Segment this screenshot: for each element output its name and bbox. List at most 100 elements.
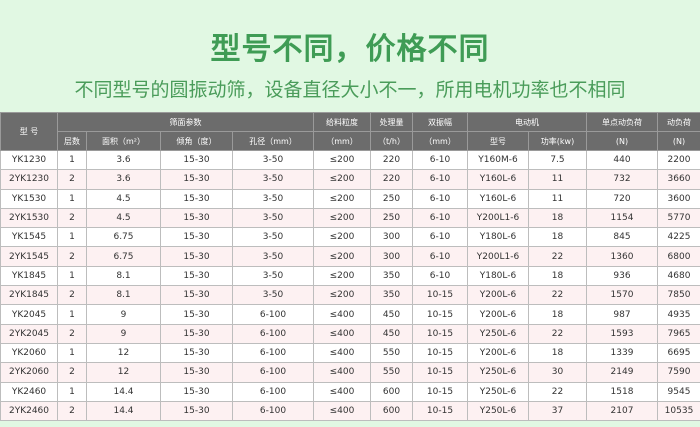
table-cell: 2YK1530 [0,207,58,229]
table-cell: 2 [57,169,87,190]
table-cell: 1593 [586,323,658,344]
table-cell: 10-15 [412,304,468,325]
table-cell: 11 [528,188,587,209]
table-cell: ≤200 [313,149,371,171]
table-cell: 6-10 [412,227,468,248]
table-cell: 18 [528,342,587,364]
header-feed: 给料粒度 [313,112,371,132]
table-cell: 6-10 [412,265,468,287]
header-point-load-unit: (N) [586,131,658,151]
table-cell: 22 [528,285,587,306]
table-cell: 7965 [657,323,700,344]
table-cell: 2 [57,285,87,306]
table-cell: 1 [57,342,87,364]
table-cell: 220 [370,169,413,190]
table-cell: 550 [370,342,413,364]
table-cell: 15-30 [160,381,233,402]
table-cell: 1 [57,381,87,402]
table-cell: 18 [528,304,587,325]
table-cell: 11 [528,169,587,190]
table-cell: ≤200 [313,265,371,287]
header-load-unit: (N) [657,131,700,151]
table-cell: Y200L1-6 [467,207,529,229]
table-cell: 10-15 [412,323,468,344]
table-cell: 18 [528,207,587,229]
table-cell: YK1230 [0,149,58,171]
table-cell: 9545 [657,381,700,402]
table-cell: 1 [57,304,87,325]
table-cell: 7.5 [528,149,587,171]
table-cell: 2YK2045 [0,323,58,344]
table-cell: 10-15 [412,342,468,364]
header-feed-unit: （mm） [313,131,371,151]
table-cell: 10-15 [412,400,468,422]
table-cell: 1570 [586,285,658,306]
table-cell: ≤400 [313,400,371,422]
table-cell: 3-50 [232,188,314,209]
table-cell: 15-30 [160,246,233,267]
table-row: YK1230 1 3.6 15-30 3-50 ≤200 220 6-10 Y160M-6 7.5… [0,149,700,171]
table-cell: Y250L-6 [467,362,529,383]
table-row: 2YK2060 2 12 15-30 6-100 ≤400 550 10-15 Y250L-6 3… [0,362,700,383]
table-cell: YK2045 [0,304,58,325]
table-cell: 1360 [586,246,658,267]
table-cell: 12 [86,342,161,364]
table-cell: 15-30 [160,169,233,190]
table-cell: 4935 [657,304,700,325]
header-capacity-unit: （t/h） [370,131,413,151]
table-cell: 3-50 [232,149,314,171]
table-cell: 2149 [586,362,658,383]
table-cell: 7590 [657,362,700,383]
table-cell: 2YK1845 [0,285,58,306]
table-cell: ≤400 [313,304,371,325]
table-cell: 14.4 [86,381,161,402]
table-cell: 22 [528,381,587,402]
table-cell: ≤200 [313,227,371,248]
table-cell: 2 [57,400,87,422]
table-row: YK1845 1 8.1 15-30 3-50 ≤200 350 6-10 Y180L-6 18 9… [0,265,700,287]
table-cell: 6-100 [232,362,314,383]
table-row: 2YK1230 2 3.6 15-30 3-50 ≤200 220 6-10 Y160L-6 11… [0,169,700,190]
table-cell: 15-30 [160,227,233,248]
table-cell: 18 [528,265,587,287]
table-cell: 3660 [657,169,700,190]
header-area: 面积（m²） [86,131,161,151]
table-cell: 2YK1230 [0,169,58,190]
table-cell: 3-50 [232,285,314,306]
table-cell: 1339 [586,342,658,364]
header-amplitude-unit: （mm） [412,131,468,151]
table-cell: 6-100 [232,323,314,344]
table-cell: 1 [57,227,87,248]
table-cell: 12 [86,362,161,383]
table-cell: Y250L-6 [467,323,529,344]
table-cell: 2107 [586,400,658,422]
table-cell: YK1530 [0,188,58,209]
table-cell: 4680 [657,265,700,287]
table-cell: 8.1 [86,285,161,306]
table-cell: 6.75 [86,246,161,267]
header-motor: 电动机 [467,112,587,132]
table-cell: 600 [370,381,413,402]
table-cell: 5770 [657,207,700,229]
page-title: 型号不同，价格不同 [210,32,490,67]
table-cell: 6695 [657,342,700,364]
table-cell: 987 [586,304,658,325]
table-cell: 220 [370,149,413,171]
table-cell: 6.75 [86,227,161,248]
header-angle: 倾角（度） [160,131,233,151]
table-cell: 22 [528,323,587,344]
table-cell: 6-10 [412,207,468,229]
table-cell: 3.6 [86,169,161,190]
header-amplitude: 双振幅 [412,112,468,132]
table-cell: 720 [586,188,658,209]
table-cell: ≤400 [313,362,371,383]
table-row: 2YK1530 2 4.5 15-30 3-50 ≤200 250 6-10 Y200L1-6 1… [0,207,700,229]
table-cell: 7850 [657,285,700,306]
table-cell: 250 [370,207,413,229]
table-cell: 6-100 [232,342,314,364]
table-cell: 450 [370,304,413,325]
table-cell: 1 [57,265,87,287]
table-cell: 9 [86,323,161,344]
table-cell: YK2060 [0,342,58,364]
table-cell: 15-30 [160,400,233,422]
